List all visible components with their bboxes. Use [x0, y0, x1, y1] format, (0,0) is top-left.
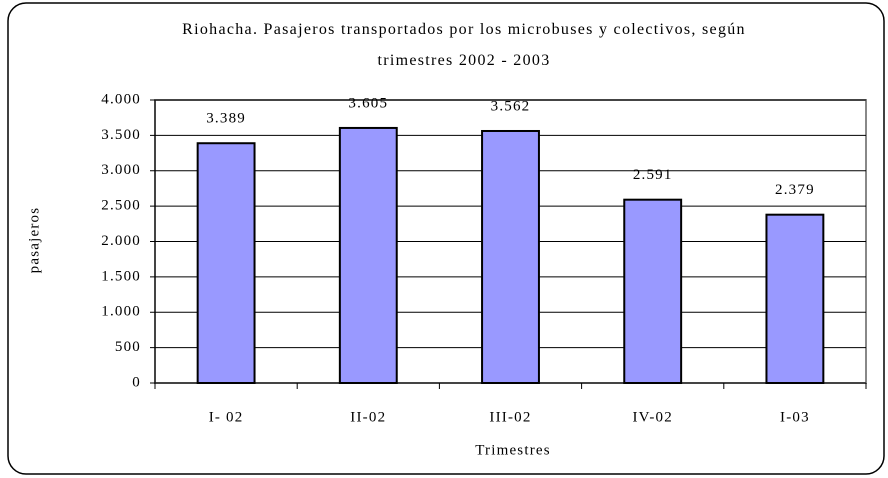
- x-axis-title: Trimestres: [475, 442, 551, 458]
- value-label: 3.605: [348, 95, 388, 111]
- x-tick-label: I- 02: [209, 409, 244, 425]
- x-tick-label: I-03: [780, 409, 810, 425]
- y-tick-label: 1.500: [101, 268, 141, 284]
- value-label: 3.562: [491, 98, 531, 114]
- y-tick-label: 1.000: [101, 304, 141, 320]
- y-axis-title: pasajeros: [26, 207, 42, 274]
- bar: [623, 198, 683, 384]
- value-label: 2.379: [775, 182, 815, 198]
- y-tick-label: 2.000: [101, 233, 141, 249]
- y-tick-label: 2.500: [101, 198, 141, 214]
- chart-title: Riohacha. Pasajeros transportados por lo…: [182, 21, 746, 69]
- x-tick-label: III-02: [489, 409, 531, 425]
- bar: [338, 126, 398, 385]
- bar: [481, 129, 540, 384]
- bar: [765, 213, 825, 384]
- y-tick-label: 3.000: [101, 162, 141, 178]
- y-tick-label: 3.500: [101, 127, 141, 143]
- value-label: 2.591: [633, 167, 673, 183]
- y-tick-label: 0: [132, 374, 141, 390]
- y-tick-label: 4.000: [101, 91, 141, 107]
- x-tick-label: IV-02: [632, 409, 672, 425]
- x-tick-label: II-02: [350, 409, 386, 425]
- value-label: 3.389: [206, 111, 246, 127]
- bar: [196, 142, 256, 384]
- y-tick-label: 500: [115, 339, 141, 355]
